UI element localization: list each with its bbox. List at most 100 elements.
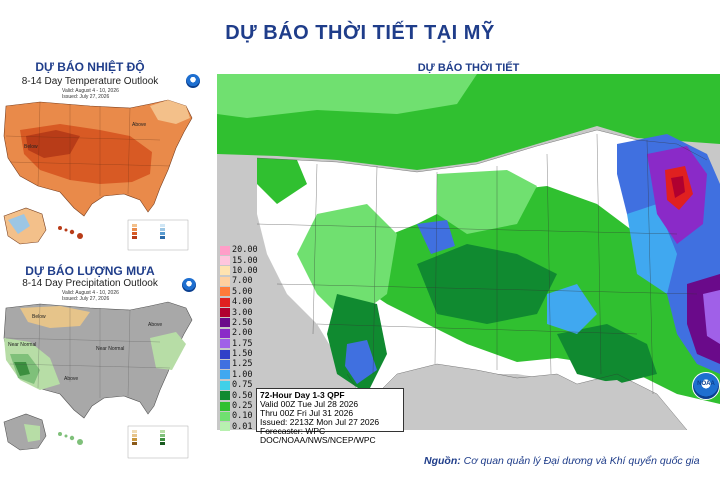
- hawaii-islands: [58, 226, 83, 239]
- state-boundaries: [256, 129, 708, 430]
- dark-green-central: [417, 244, 557, 324]
- precip-label-below: Below: [32, 314, 46, 320]
- precipitation-outlook-panel: DỰ BÁO LƯỢNG MƯA 8-14 Day Precipitation …: [0, 262, 206, 462]
- legend-swatch: [220, 297, 230, 307]
- legend-swatch: [220, 287, 230, 297]
- legend-swatch: [220, 349, 230, 359]
- qpf-map: [217, 74, 720, 430]
- legend-row: 0.25: [220, 401, 258, 411]
- qpf-info-box: 72-Hour Day 1-3 QPF Valid 00Z Tue Jul 28…: [256, 388, 404, 445]
- temperature-outlook-map: Below Above: [3, 99, 193, 251]
- legend-row: 0.01: [220, 422, 258, 432]
- precip-label-near-normal-1: Near Normal: [96, 346, 124, 352]
- legend-swatch: [220, 266, 230, 276]
- alaska-shape: [3, 413, 47, 451]
- page-title: DỰ BÁO THỜI TIẾT TẠI MỸ: [225, 22, 495, 44]
- qpf-map-graphic: [217, 74, 720, 430]
- legend-row: 1.75: [220, 339, 258, 349]
- source-caption: Nguồn: Cơ quan quản lý Đại dương và Khí …: [424, 455, 700, 467]
- temperature-panel-meta: Valid: August 4 - 10, 2026 Issued: July …: [62, 88, 119, 100]
- precipitation-panel-title: DỰ BÁO LƯỢNG MƯA: [25, 264, 155, 278]
- qpf-valid: Valid 00Z Tue Jul 28 2026: [260, 399, 359, 409]
- temp-label-above: Above: [132, 122, 146, 128]
- legend-row: 3.00: [220, 307, 258, 318]
- qpf-thru: Thru 00Z Fri Jul 31 2026: [260, 408, 354, 418]
- precipitation-legend-swatches: [132, 430, 165, 445]
- qpf-org: DOC/NOAA/NWS/NCEP/WPC: [260, 435, 376, 445]
- legend-swatch: [220, 328, 230, 338]
- noaa-logo-icon: NOAA: [692, 372, 720, 400]
- qpf-issued: Issued: 2213Z Mon Jul 27 2026: [260, 417, 380, 427]
- legend-row: 0.50: [220, 390, 258, 401]
- light-blue-east: [627, 204, 677, 294]
- legend-swatch: [220, 318, 230, 328]
- legend-swatch: [220, 391, 230, 401]
- dark-green-southeast: [557, 324, 657, 384]
- legend-row: 0.75: [220, 380, 258, 390]
- precip-label-above-south: Above: [64, 376, 78, 382]
- main-map-title: DỰ BÁO THỜI TIẾT: [417, 62, 520, 74]
- qpf-forecaster: Forecaster: WPC: [260, 426, 326, 436]
- precipitation-panel-meta: Valid: August 4 - 10, 2026 Issued: July …: [62, 290, 119, 302]
- temperature-panel-title: DỰ BÁO NHIỆT ĐỘ: [35, 60, 145, 74]
- canada-light-region: [217, 74, 477, 118]
- source-text: Cơ quan quản lý Đại dương và Khí quyển q…: [463, 455, 700, 467]
- noaa-logo-icon: [182, 278, 196, 292]
- dark-red-northeast: [671, 176, 685, 198]
- midwest-green: [437, 170, 537, 234]
- legend-row: 15.00: [220, 255, 258, 266]
- legend-swatch: [220, 370, 230, 380]
- legend-row: 10.00: [220, 266, 258, 276]
- legend-swatch: [220, 339, 230, 349]
- temperature-legend-box: [127, 219, 189, 251]
- legend-swatch: [220, 401, 230, 411]
- noaa-logo-text: NOAA: [697, 381, 715, 387]
- qpf-title: 72-Hour Day 1-3 QPF: [260, 390, 345, 400]
- temp-label-below: Below: [24, 144, 38, 150]
- legend-swatch: [220, 411, 230, 421]
- temperature-panel-subtitle: 8-14 Day Temperature Outlook: [21, 76, 159, 87]
- legend-swatch: [220, 276, 230, 286]
- precipitation-outlook-map: Below Above Near Normal Near Normal Abov…: [3, 301, 193, 459]
- qpf-legend: 20.00 15.00 10.00 7.00 5.00 4.00 3.00 2.…: [220, 245, 258, 432]
- precipitation-valid-text: Valid: August 4 - 10, 2026: [62, 290, 119, 296]
- precipitation-legend-box: [127, 425, 189, 459]
- legend-row: 20.00: [220, 245, 258, 255]
- hawaii-islands: [58, 432, 83, 445]
- legend-row: 0.10: [220, 411, 258, 421]
- northeast-light-region: [150, 100, 190, 124]
- temperature-outlook-panel: DỰ BÁO NHIỆT ĐỘ 8-14 Day Temperature Out…: [0, 58, 206, 254]
- legend-row: 1.50: [220, 349, 258, 359]
- source-label: Nguồn:: [424, 455, 461, 467]
- alaska-cool-region: [8, 214, 30, 234]
- blue-gulf: [547, 284, 597, 334]
- temperature-valid-text: Valid: August 4 - 10, 2026: [62, 88, 119, 94]
- precip-label-near-normal-2: Near Normal: [8, 342, 36, 348]
- alaska-wet-region: [24, 424, 40, 442]
- noaa-logo-icon: [186, 74, 200, 88]
- wet-region-east: [150, 332, 186, 370]
- legend-swatch: [220, 422, 230, 432]
- temperature-issued-text: Issued: July 27, 2026: [62, 94, 110, 100]
- precip-label-above-east: Above: [148, 322, 162, 328]
- gulf-water: [367, 374, 687, 430]
- temperature-legend-swatches: [132, 224, 165, 239]
- legend-swatch: [220, 256, 230, 266]
- magenta-southeast: [703, 290, 720, 344]
- legend-swatch: [220, 308, 230, 318]
- legend-row: 1.00: [220, 370, 258, 380]
- legend-row: 1.25: [220, 359, 258, 369]
- legend-swatch: [220, 380, 230, 390]
- blue-southwest: [345, 340, 377, 384]
- precipitation-issued-text: Issued: July 27, 2026: [62, 296, 110, 302]
- light-green-west: [297, 204, 397, 324]
- northwest-green: [257, 158, 307, 204]
- dry-region-north: [20, 306, 90, 328]
- legend-swatch: [220, 359, 230, 369]
- precipitation-panel-subtitle: 8-14 Day Precipitation Outlook: [22, 278, 158, 289]
- legend-row: 2.00: [220, 328, 258, 338]
- wet-region-southwest-dark: [14, 362, 30, 376]
- legend-row: 4.00: [220, 297, 258, 307]
- legend-swatch: [220, 245, 230, 255]
- legend-row: 2.50: [220, 318, 258, 328]
